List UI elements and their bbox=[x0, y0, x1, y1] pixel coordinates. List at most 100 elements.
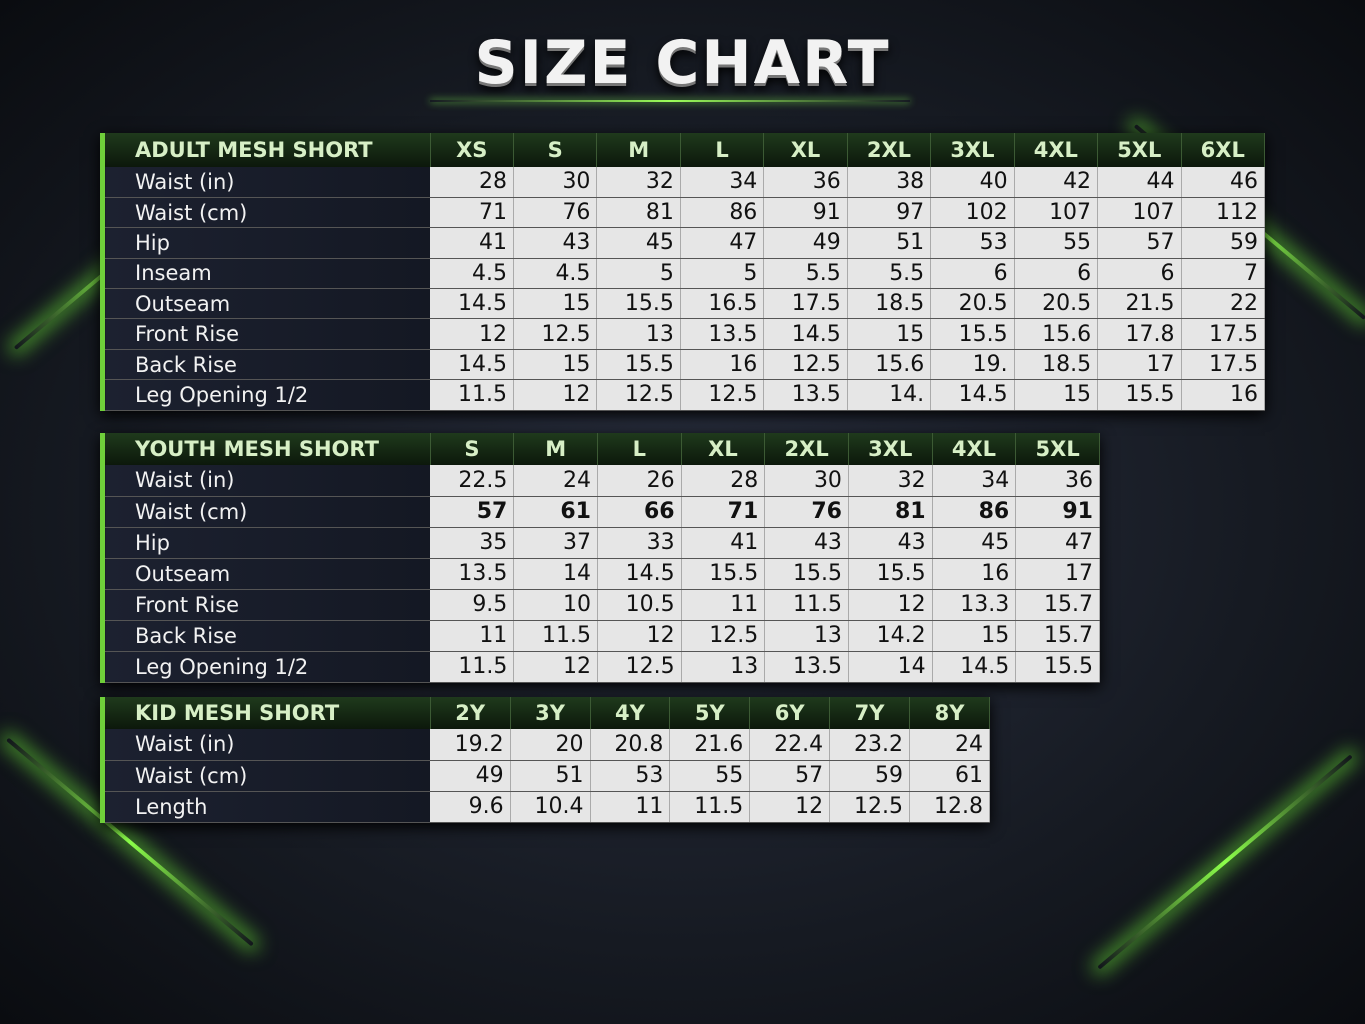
measure-value: 16 bbox=[1181, 379, 1265, 411]
measure-value: 12.5 bbox=[681, 620, 766, 652]
measure-value: 6 bbox=[1097, 258, 1182, 290]
title-underline bbox=[430, 100, 910, 102]
measure-row: Length 9.6 10.4 11 11.5 12 12.5 12.8 bbox=[102, 791, 990, 823]
measure-value: 15 bbox=[1014, 379, 1099, 411]
measure-value: 23.2 bbox=[829, 729, 911, 761]
measure-row: Outseam 14.5 15 15.5 16.5 17.5 18.5 20.5 20.5 21.… bbox=[102, 288, 1265, 320]
size-header: 4XL bbox=[1014, 133, 1099, 167]
measure-value: 12 bbox=[430, 318, 515, 350]
measure-label: Waist (cm) bbox=[102, 760, 431, 792]
measure-value: 30 bbox=[764, 465, 849, 497]
measure-label: Back Rise bbox=[102, 349, 431, 381]
measure-value: 43 bbox=[848, 527, 933, 559]
measure-value: 43 bbox=[764, 527, 849, 559]
measure-value: 10 bbox=[513, 589, 598, 621]
measure-value: 57 bbox=[430, 496, 515, 528]
size-table: KID MESH SHORT 2Y 3Y 4Y 5Y 6Y 7Y 8Y Waist (in) 19… bbox=[100, 697, 990, 823]
measure-value: 17.5 bbox=[763, 288, 848, 320]
measure-label: Front Rise bbox=[102, 318, 431, 350]
measure-value: 21.6 bbox=[669, 729, 751, 761]
measure-value: 24 bbox=[909, 729, 990, 761]
measure-label: Waist (in) bbox=[102, 465, 431, 497]
measure-value: 12 bbox=[597, 620, 682, 652]
measure-row: Waist (in) 19.2 20 20.8 21.6 22.4 23.2 24 bbox=[102, 729, 990, 761]
measure-row: Waist (in) 22.5 24 26 28 30 32 34 36 bbox=[102, 465, 1100, 497]
measure-value: 76 bbox=[764, 496, 849, 528]
measure-value: 102 bbox=[930, 197, 1015, 229]
measure-value: 81 bbox=[596, 197, 681, 229]
measure-value: 11.5 bbox=[764, 589, 849, 621]
measure-value: 14.5 bbox=[597, 558, 682, 590]
measure-value: 20.5 bbox=[1014, 288, 1099, 320]
measure-value: 16 bbox=[680, 349, 765, 381]
measure-row: Waist (in) 28 30 32 34 36 38 40 42 44 46 bbox=[102, 167, 1265, 198]
measure-label: Leg Opening 1/2 bbox=[102, 379, 431, 411]
measure-row: Waist (cm) 57 61 66 71 76 81 86 91 bbox=[102, 496, 1100, 528]
measure-value: 14.5 bbox=[430, 288, 515, 320]
measure-value: 41 bbox=[430, 227, 515, 259]
measure-value: 28 bbox=[681, 465, 766, 497]
measure-row: Back Rise 14.5 15 15.5 16 12.5 15.6 19. 18.5 17 17… bbox=[102, 349, 1265, 381]
measure-value: 19.2 bbox=[430, 729, 511, 761]
measure-value: 12.5 bbox=[829, 791, 911, 823]
measure-value: 22.5 bbox=[430, 465, 515, 497]
measure-value: 61 bbox=[909, 760, 990, 792]
measure-value: 15 bbox=[932, 620, 1017, 652]
measure-value: 47 bbox=[680, 227, 765, 259]
measure-value: 14.5 bbox=[930, 379, 1015, 411]
measure-label: Length bbox=[102, 791, 431, 823]
size-table: ADULT MESH SHORT XS S M L XL 2XL 3XL 4XL 5XL 6XL Wa… bbox=[100, 133, 1265, 411]
measure-label: Leg Opening 1/2 bbox=[102, 651, 431, 683]
measure-value: 55 bbox=[1014, 227, 1099, 259]
measure-value: 46 bbox=[1181, 167, 1265, 198]
page-title: SIZE CHART bbox=[474, 28, 891, 98]
measure-value: 20 bbox=[510, 729, 591, 761]
measure-label: Back Rise bbox=[102, 620, 431, 652]
measure-value: 14.2 bbox=[848, 620, 933, 652]
measure-value: 33 bbox=[597, 527, 682, 559]
measure-value: 5 bbox=[596, 258, 681, 290]
measure-value: 15.5 bbox=[848, 558, 933, 590]
measure-value: 91 bbox=[1015, 496, 1100, 528]
measure-value: 44 bbox=[1097, 167, 1182, 198]
measure-value: 81 bbox=[848, 496, 933, 528]
table-head: KID MESH SHORT 2Y 3Y 4Y 5Y 6Y 7Y 8Y bbox=[102, 697, 990, 729]
measure-row: Front Rise 9.5 10 10.5 11 11.5 12 13.3 15.7 bbox=[102, 589, 1100, 621]
measure-value: 42 bbox=[1014, 167, 1099, 198]
measure-value: 49 bbox=[763, 227, 848, 259]
size-header: 4Y bbox=[590, 697, 671, 729]
decor-glow bbox=[1097, 754, 1353, 970]
measure-value: 15.5 bbox=[596, 349, 681, 381]
size-header: L bbox=[680, 133, 765, 167]
measure-value: 59 bbox=[829, 760, 911, 792]
measure-value: 17.5 bbox=[1181, 318, 1265, 350]
measure-value: 15.5 bbox=[764, 558, 849, 590]
measure-value: 40 bbox=[930, 167, 1015, 198]
measure-value: 14.5 bbox=[932, 651, 1017, 683]
measure-row: Leg Opening 1/2 11.5 12 12.5 12.5 13.5 14. 14.5… bbox=[102, 379, 1265, 411]
measure-value: 43 bbox=[513, 227, 598, 259]
measure-row: Inseam 4.5 4.5 5 5 5.5 5.5 6 6 6 7 bbox=[102, 258, 1265, 290]
measure-value: 37 bbox=[513, 527, 598, 559]
measure-value: 12.8 bbox=[909, 791, 990, 823]
measure-value: 22 bbox=[1181, 288, 1265, 320]
measure-value: 30 bbox=[513, 167, 598, 198]
measure-value: 4.5 bbox=[430, 258, 515, 290]
size-header: 3XL bbox=[930, 133, 1015, 167]
measure-value: 14. bbox=[847, 379, 932, 411]
measure-value: 15.7 bbox=[1015, 589, 1100, 621]
size-header: 8Y bbox=[909, 697, 990, 729]
measure-value: 51 bbox=[847, 227, 932, 259]
table-body: Waist (in) 28 30 32 34 36 38 40 42 44 46 Waist (cm)… bbox=[102, 167, 1265, 411]
size-header: 3Y bbox=[510, 697, 591, 729]
measure-label: Hip bbox=[102, 527, 431, 559]
measure-row: Outseam 13.5 14 14.5 15.5 15.5 15.5 16 17 bbox=[102, 558, 1100, 590]
measure-row: Waist (cm) 71 76 81 86 91 97 102 107 107 112 bbox=[102, 197, 1265, 229]
measure-label: Waist (cm) bbox=[102, 197, 431, 229]
measure-value: 13.5 bbox=[764, 651, 849, 683]
size-header: XL bbox=[681, 433, 766, 465]
measure-value: 11.5 bbox=[513, 620, 598, 652]
measure-value: 45 bbox=[932, 527, 1017, 559]
measure-value: 17 bbox=[1015, 558, 1100, 590]
